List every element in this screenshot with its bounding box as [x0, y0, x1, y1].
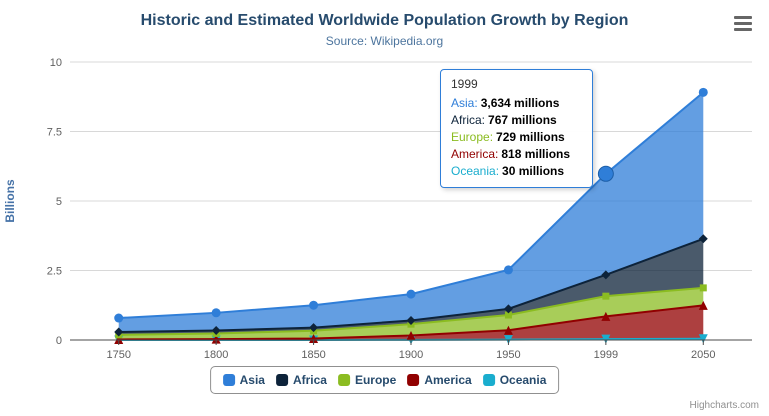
tooltip: 1999 Asia: 3,634 millions Africa: 767 mill… — [440, 69, 593, 188]
tooltip-row: Europe: 729 millions — [451, 129, 582, 146]
tooltip-value: 729 millions — [496, 130, 565, 144]
highcharts-credit[interactable]: Highcharts.com — [689, 400, 759, 411]
chart-title: Historic and Estimated Worldwide Populat… — [140, 12, 629, 29]
tooltip-row: Oceania: 30 millions — [451, 163, 582, 180]
x-tick-label: 1999 — [594, 349, 618, 361]
y-axis-title: Billions — [3, 179, 17, 223]
legend-item-america[interactable]: America — [407, 373, 472, 387]
legend-label: Europe — [354, 373, 397, 387]
tooltip-row: Africa: 767 millions — [451, 112, 582, 129]
marker-africa[interactable] — [211, 325, 221, 335]
marker-africa[interactable] — [698, 234, 708, 244]
x-tick-label: 1900 — [399, 349, 423, 361]
tooltip-value: 818 millions — [501, 147, 571, 161]
legend-swatch — [407, 374, 420, 386]
legend-swatch — [222, 374, 235, 386]
marker-africa[interactable] — [406, 315, 416, 325]
legend-label: Oceania — [499, 373, 547, 387]
tooltip-value: 3,634 millions — [480, 96, 560, 110]
marker-asia[interactable] — [114, 313, 124, 323]
legend-swatch — [337, 374, 350, 386]
legend: Asia Africa Europe America Oceania — [209, 366, 560, 394]
marker-asia[interactable] — [698, 87, 708, 97]
marker-america[interactable] — [114, 334, 124, 344]
tooltip-series-label: America: — [451, 147, 499, 161]
y-tick-label: 2.5 — [47, 266, 62, 278]
x-tick-label: 1750 — [106, 349, 130, 361]
marker-europe[interactable] — [699, 284, 707, 292]
marker-europe[interactable] — [504, 311, 512, 319]
marker-oceania[interactable] — [601, 334, 611, 344]
marker-europe[interactable] — [602, 292, 610, 300]
tooltip-series-label: Europe: — [451, 130, 494, 144]
hamburger-icon — [734, 15, 752, 19]
marker-africa[interactable] — [503, 304, 513, 314]
marker-asia[interactable] — [503, 265, 513, 275]
area-africa[interactable] — [118, 238, 704, 335]
y-tick-label: 5 — [56, 196, 62, 208]
hamburger-icon — [734, 21, 752, 25]
legend-swatch — [482, 374, 495, 386]
x-tick-label: 2050 — [691, 349, 715, 361]
tooltip-value: 30 millions — [502, 164, 565, 178]
marker-africa[interactable] — [309, 323, 319, 333]
tooltip-series-label: Oceania: — [451, 164, 500, 178]
marker-africa[interactable] — [601, 270, 611, 280]
marker-america[interactable] — [503, 325, 513, 335]
legend-item-asia[interactable]: Asia — [222, 373, 265, 387]
hamburger-icon — [734, 27, 752, 31]
x-tick-label: 1850 — [301, 349, 325, 361]
marker-africa[interactable] — [114, 327, 124, 337]
legend-label: America — [424, 373, 472, 387]
tooltip-header: 1999 — [451, 77, 478, 91]
marker-asia[interactable] — [211, 308, 221, 318]
marker-america[interactable] — [211, 334, 221, 344]
marker-asia[interactable] — [309, 300, 319, 310]
chart-subtitle: Source: Wikipedia.org — [325, 34, 444, 48]
y-tick-label: 10 — [50, 57, 62, 69]
export-menu-button[interactable] — [730, 11, 756, 35]
tooltip-row: America: 818 millions — [451, 146, 582, 163]
legend-swatch — [275, 374, 288, 386]
marker-asia[interactable] — [597, 165, 614, 182]
legend-label: Africa — [292, 373, 327, 387]
tooltip-row: Asia: 3,634 millions — [451, 95, 582, 112]
marker-oceania[interactable] — [698, 334, 708, 344]
x-tick-label: 1950 — [496, 349, 520, 361]
y-tick-label: 7.5 — [47, 127, 62, 139]
marker-america[interactable] — [406, 330, 416, 340]
y-tick-label: 0 — [56, 335, 62, 347]
tooltip-value: 767 millions — [488, 113, 557, 127]
x-tick-label: 1800 — [204, 349, 228, 361]
legend-item-africa[interactable]: Africa — [275, 373, 327, 387]
tooltip-series-label: Asia: — [451, 96, 478, 110]
legend-item-oceania[interactable]: Oceania — [482, 373, 547, 387]
area-america[interactable] — [118, 305, 704, 340]
marker-america[interactable] — [601, 311, 611, 321]
marker-america[interactable] — [698, 300, 708, 310]
marker-asia[interactable] — [406, 289, 416, 299]
tooltip-series-label: Africa: — [451, 113, 486, 127]
marker-america[interactable] — [309, 333, 319, 343]
legend-item-europe[interactable]: Europe — [337, 373, 397, 387]
legend-label: Asia — [239, 373, 265, 387]
area-asia[interactable] — [118, 92, 704, 332]
